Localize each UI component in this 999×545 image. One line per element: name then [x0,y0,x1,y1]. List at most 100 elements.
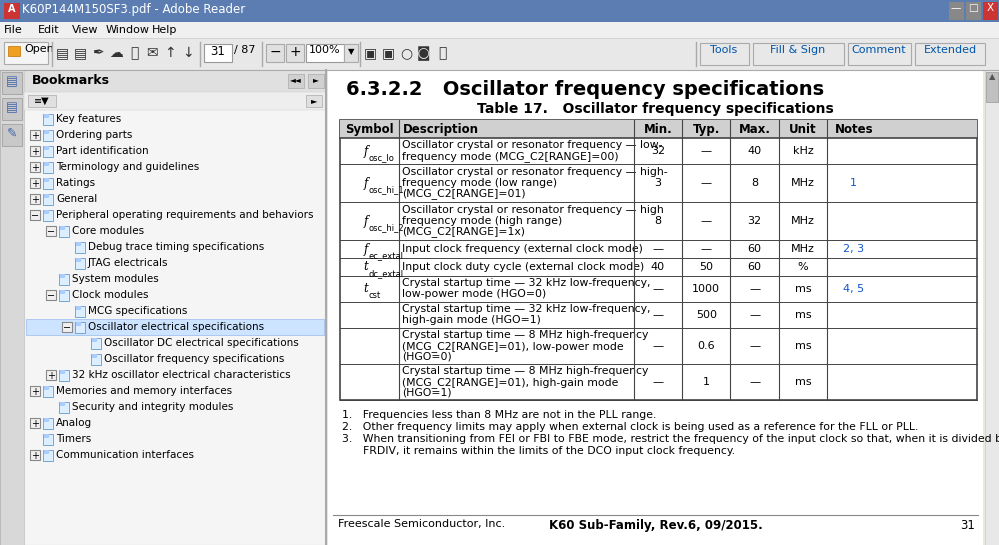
Bar [985,70,999,545]
Bar [983,2,998,20]
Bar [24,70,326,545]
Text: +: + [31,451,39,461]
Bar [60,226,65,230]
Text: 3.   When transitioning from FEI or FBI to FBE mode, restrict the frequency of t: 3. When transitioning from FEI or FBI to… [342,434,999,444]
Bar [76,242,81,246]
Text: t: t [363,282,368,295]
Text: ↑: ↑ [164,46,176,60]
Bar [44,418,49,422]
Text: kHz: kHz [793,146,813,156]
Bar [2,72,22,94]
Text: Ratings: Ratings [56,178,95,188]
Text: ⎙: ⎙ [130,46,138,60]
Text: (HGO=0): (HGO=0) [403,351,452,361]
Text: frequency mode (MCG_C2[RANGE]=00): frequency mode (MCG_C2[RANGE]=00) [403,151,618,162]
Bar [75,306,85,317]
Bar [328,70,983,545]
Text: 60: 60 [747,262,761,272]
Text: Oscillator frequency specifications: Oscillator frequency specifications [104,354,285,364]
Text: 60: 60 [747,244,761,254]
Text: X: X [986,3,994,13]
Bar [30,386,40,396]
Text: 32: 32 [747,216,762,226]
Text: ec_extal: ec_extal [369,251,404,260]
Text: ✎: ✎ [7,127,17,140]
Bar [0,70,999,545]
Text: Freescale Semiconductor, Inc.: Freescale Semiconductor, Inc. [338,519,505,529]
Bar [43,146,53,157]
Text: (HGO=1): (HGO=1) [403,387,452,397]
Text: MHz: MHz [791,244,815,254]
Text: (MCG_C2[RANGE]=01): (MCG_C2[RANGE]=01) [403,188,525,199]
Text: 1: 1 [702,377,709,387]
Text: Typ.: Typ. [692,123,720,136]
Text: −: − [47,291,55,301]
Bar [24,92,326,110]
Text: —: — [652,284,663,294]
Text: Communication interfaces: Communication interfaces [56,450,194,460]
Bar [43,130,53,141]
Bar [340,120,977,400]
Text: ↓: ↓ [182,46,194,60]
Text: ms: ms [795,377,811,387]
Bar [0,38,999,70]
Text: Oscillator crystal or resonator frequency — high-: Oscillator crystal or resonator frequenc… [403,167,668,177]
Text: Key features: Key features [56,114,121,124]
Text: —: — [749,284,760,294]
Bar [44,162,49,166]
Text: −: − [63,323,71,333]
Text: Min.: Min. [643,123,672,136]
Text: ms: ms [795,341,811,351]
Bar [43,418,53,429]
Text: / 87: / 87 [234,45,256,55]
Bar [75,258,85,269]
Text: 31: 31 [211,45,226,58]
Text: Part identification: Part identification [56,146,149,156]
Bar [30,130,40,140]
Text: Table 17.   Oscillator frequency specifications: Table 17. Oscillator frequency specifica… [478,102,834,116]
Text: −: − [269,45,281,59]
Text: JTAG electricals: JTAG electricals [88,258,169,268]
Bar [76,322,81,326]
Text: 40: 40 [650,262,665,272]
Text: —: — [749,341,760,351]
Text: Unit: Unit [789,123,817,136]
Text: Description: Description [404,123,480,136]
Text: —: — [652,310,663,320]
Bar [43,194,53,205]
Text: Timers: Timers [56,434,91,444]
Bar [43,162,53,173]
Text: —: — [951,3,961,13]
Text: (MCG_C2[RANGE]=01), low-power mode: (MCG_C2[RANGE]=01), low-power mode [403,341,623,352]
Bar [92,354,97,358]
Text: ►: ► [313,75,319,84]
Text: 8: 8 [751,178,758,188]
Text: ▤: ▤ [6,75,18,88]
Bar [344,44,358,62]
Text: frequency mode (high range): frequency mode (high range) [403,216,562,226]
Text: Crystal startup time — 8 MHz high-frequency: Crystal startup time — 8 MHz high-freque… [403,366,648,376]
Text: osc_hi_1: osc_hi_1 [369,185,405,194]
Text: ms: ms [795,284,811,294]
Bar [0,70,24,545]
Text: Terminology and guidelines: Terminology and guidelines [56,162,199,172]
Bar [44,210,49,214]
Text: 1.   Frequencies less than 8 MHz are not in the PLL range.: 1. Frequencies less than 8 MHz are not i… [342,410,656,420]
Bar [30,450,40,460]
Bar [2,124,22,146]
Bar [44,130,49,134]
Text: ✒: ✒ [92,46,104,60]
Text: ▤: ▤ [74,46,87,60]
Text: ►: ► [311,96,318,105]
Text: Crystal startup time — 32 kHz low-frequency,: Crystal startup time — 32 kHz low-freque… [403,305,650,314]
Text: Window: Window [106,25,150,35]
Text: ⤡: ⤡ [438,46,447,60]
Bar [30,178,40,188]
Bar [30,418,40,428]
Bar [43,450,53,461]
Text: —: — [700,244,712,254]
Text: 8: 8 [654,216,661,226]
Text: t: t [363,261,368,274]
Text: 6.3.2.2   Oscillator frequency specifications: 6.3.2.2 Oscillator frequency specificati… [346,80,824,99]
Bar [204,44,232,62]
